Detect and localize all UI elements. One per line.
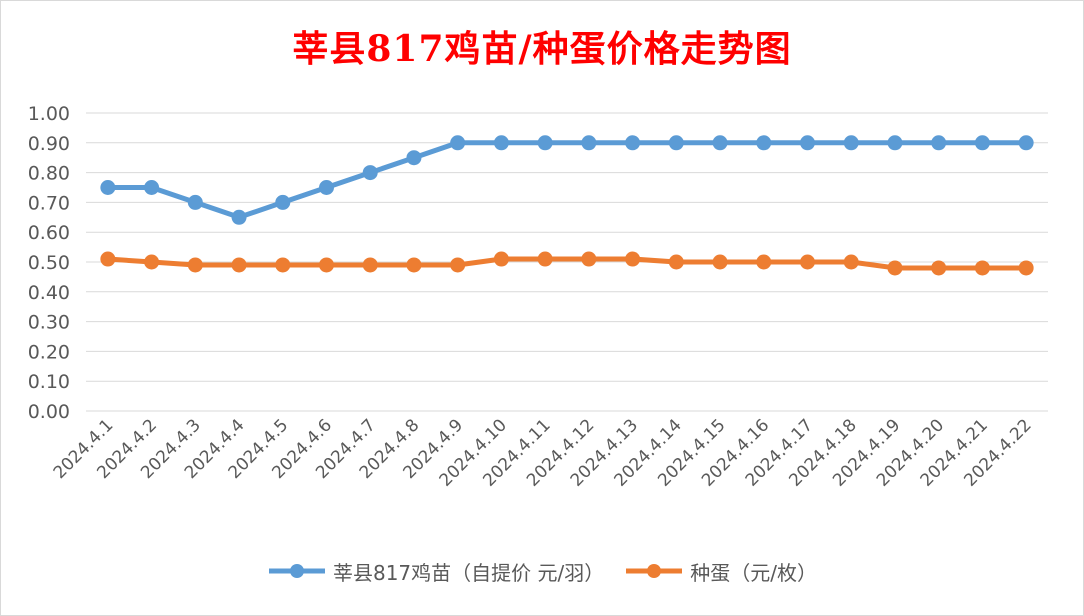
data-point-1 — [493, 251, 509, 267]
y-tick-label: 0.80 — [28, 163, 70, 185]
data-point-1 — [625, 251, 641, 267]
data-point-0 — [712, 135, 728, 151]
y-tick-label: 0.00 — [28, 401, 70, 423]
legend-swatch-seedling — [268, 564, 325, 578]
data-point-0 — [843, 135, 859, 151]
data-point-1 — [406, 257, 422, 273]
data-point-0 — [362, 165, 378, 181]
data-point-0 — [144, 180, 160, 195]
chart-title: 莘县817鸡苗/种蛋价格走势图 — [292, 28, 792, 70]
legend-label-seedling: 莘县817鸡苗（自提价 元/羽） — [332, 560, 605, 585]
data-point-1 — [450, 257, 466, 273]
data-point-0 — [887, 135, 903, 151]
data-point-1 — [187, 257, 203, 273]
data-point-1 — [362, 257, 378, 273]
data-point-1 — [712, 254, 728, 270]
y-tick-label: 0.90 — [28, 133, 70, 155]
series-line-1 — [105, 256, 1029, 271]
data-point-0 — [756, 135, 772, 151]
data-point-0 — [800, 135, 815, 151]
data-point-0 — [319, 180, 334, 195]
data-point-0 — [450, 135, 466, 151]
data-point-0 — [406, 150, 422, 166]
data-point-0 — [668, 135, 684, 151]
data-point-1 — [843, 254, 859, 270]
legend-item-egg: 种蛋（元/枚） — [624, 556, 817, 586]
y-tick-label: 0.30 — [28, 312, 70, 334]
data-point-0 — [1018, 135, 1034, 151]
y-tick-label: 0.60 — [28, 222, 70, 244]
data-point-1 — [887, 260, 903, 276]
y-tick-label: 0.20 — [28, 341, 70, 363]
series-line-0 — [105, 140, 1029, 220]
legend-swatch-egg — [626, 564, 683, 578]
legend-label-egg: 种蛋（元/枚） — [690, 560, 818, 585]
data-point-0 — [931, 135, 947, 151]
data-point-0 — [974, 135, 990, 151]
y-tick-label: 0.50 — [28, 252, 70, 274]
data-point-0 — [493, 135, 509, 151]
data-point-1 — [100, 251, 116, 267]
data-point-1 — [581, 251, 597, 267]
y-tick-label: 0.40 — [28, 282, 70, 304]
data-point-0 — [625, 135, 641, 151]
data-point-0 — [581, 135, 597, 151]
data-point-1 — [319, 257, 334, 273]
legend-item-seedling: 莘县817鸡苗（自提价 元/羽） — [267, 556, 604, 586]
data-point-1 — [144, 254, 160, 270]
data-point-1 — [974, 260, 990, 276]
legend: 莘县817鸡苗（自提价 元/羽） 种蛋（元/枚） — [0, 556, 1084, 586]
data-point-1 — [1018, 260, 1034, 276]
data-point-1 — [537, 251, 553, 267]
data-point-0 — [231, 209, 247, 225]
y-tick-label: 1.00 — [28, 103, 70, 125]
data-point-1 — [231, 257, 247, 273]
data-point-0 — [275, 194, 291, 210]
data-point-0 — [187, 194, 203, 210]
data-point-1 — [756, 254, 772, 270]
data-point-1 — [668, 254, 684, 270]
y-tick-label: 0.10 — [28, 371, 70, 393]
y-tick-label: 0.70 — [28, 192, 70, 214]
data-point-1 — [800, 254, 815, 270]
data-point-0 — [537, 135, 553, 151]
data-point-1 — [931, 260, 947, 276]
data-point-1 — [275, 257, 291, 273]
data-point-0 — [100, 180, 116, 195]
